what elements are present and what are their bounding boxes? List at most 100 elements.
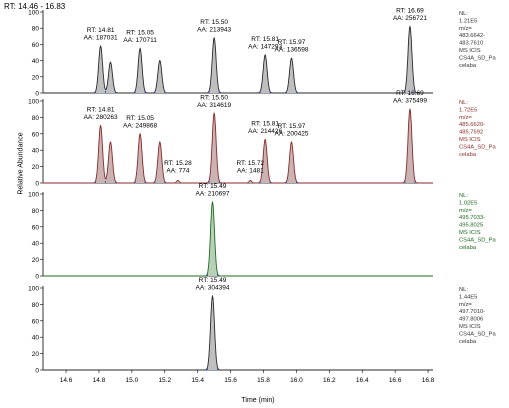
peak-annotation: AA: 256721 [393, 15, 427, 22]
x-tick-label: 15.6 [224, 377, 237, 384]
trace-info-text: MS ICIS [459, 230, 481, 236]
trace-info-text: MS ICIS [459, 137, 481, 143]
y-tick-label: 20 [32, 257, 40, 264]
y-tick-label: 40 [32, 58, 40, 65]
trace-info-text: celaba [459, 152, 477, 158]
peak-annotation: AA: 1481 [237, 168, 264, 175]
trace-info-text: 485.7592 [459, 130, 483, 136]
peak-annotation: RT: 15.81 [251, 36, 279, 43]
peak-annotation: RT: 16.69 [396, 8, 424, 15]
peak-fill-area [43, 202, 433, 276]
peak-annotation: AA: 375499 [393, 98, 427, 105]
peak-annotation: RT: 14.81 [87, 27, 115, 34]
trace-info-text: MS ICIS [459, 48, 481, 54]
peak-annotation: AA: 136598 [274, 47, 308, 54]
peak-annotation: AA: 280263 [84, 114, 118, 121]
trace-info-text: NL: [459, 287, 468, 293]
y-tick-label: 60 [32, 42, 40, 49]
trace-info-text: NL: [459, 11, 468, 17]
peak-annotation: RT: 15.05 [126, 29, 154, 36]
trace-info-text: CS4A_SD_Pa [459, 55, 497, 61]
y-tick-label: 20 [32, 351, 40, 358]
x-tick-label: 14.6 [60, 377, 73, 384]
y-tick-label: 100 [28, 10, 39, 17]
trace-info-text: 495.8025 [459, 223, 483, 229]
trace-info-text: 1.44E5 [459, 294, 477, 300]
trace-info-text: 483.6642- [459, 33, 485, 39]
peak-annotation: RT: 15.50 [200, 94, 228, 101]
peak-fill-area [43, 109, 433, 183]
x-tick-label: 16.6 [389, 377, 402, 384]
y-tick-label: 80 [32, 115, 40, 122]
trace-info-text: MS ICIS [459, 324, 481, 330]
peak-annotation: RT: 15.81 [251, 121, 279, 128]
x-tick-label: 15.0 [126, 377, 139, 384]
peak-annotation: AA: 214426 [248, 128, 282, 135]
peak-annotation: AA: 210697 [196, 191, 230, 198]
trace-info-text: m/z= [459, 208, 472, 214]
y-tick-label: 80 [32, 302, 40, 309]
peak-annotation: RT: 15.49 [199, 277, 227, 284]
x-tick-label: 15.4 [191, 377, 204, 384]
y-tick-label: 40 [32, 241, 40, 248]
peak-annotation: RT: 14.81 [87, 107, 115, 114]
y-tick-label: 100 [28, 286, 39, 293]
trace-info-text: 497.8006 [459, 317, 483, 323]
peak-annotation: RT: 15.49 [199, 183, 227, 190]
x-tick-label: 15.8 [257, 377, 270, 384]
peak-annotation: AA: 147293 [248, 43, 282, 50]
chromatogram-trace [43, 294, 433, 371]
trace-info-text: 495.7033- [459, 215, 485, 221]
trace-info-text: celaba [459, 245, 477, 251]
y-tick-label: 60 [32, 131, 40, 138]
y-tick-label: 60 [32, 224, 40, 231]
peak-annotation: AA: 314619 [197, 102, 231, 109]
peak-annotation: AA: 213943 [197, 26, 231, 33]
x-tick-label: 16.8 [422, 377, 435, 384]
trace-info-text: m/z= [459, 302, 472, 308]
trace-info-text: NL: [459, 100, 468, 106]
peak-annotation: RT: 15.05 [126, 115, 154, 122]
peak-annotation: AA: 304394 [196, 285, 230, 292]
trace-info-text: NL: [459, 193, 468, 199]
peak-annotation: RT: 15.50 [200, 19, 228, 26]
rt-range-label: RT: 14.46 - 16.83 [4, 2, 66, 11]
y-tick-label: 20 [32, 164, 40, 171]
x-tick-label: 16.2 [323, 377, 336, 384]
trace-info-text: 1.21E5 [459, 18, 477, 24]
x-axis-title: Time (min) [241, 397, 274, 404]
y-tick-label: 0 [35, 181, 39, 188]
y-tick-label: 100 [28, 99, 39, 106]
trace-info-text: 497.7010- [459, 309, 485, 315]
peak-annotation: AA: 170711 [123, 37, 157, 44]
y-tick-label: 100 [28, 192, 39, 199]
x-tick-label: 15.2 [158, 377, 171, 384]
y-tick-label: 60 [32, 318, 40, 325]
trace-info-text: 1.72E5 [459, 107, 477, 113]
chromatogram-trace [43, 200, 433, 277]
peak-annotation: RT: 15.97 [278, 123, 306, 130]
x-tick-label: 16.4 [356, 377, 369, 384]
trace-info-text: celaba [459, 339, 477, 345]
trace-info-text: 485.6620- [459, 122, 485, 128]
peak-annotation: AA: 187031 [84, 35, 118, 42]
y-tick-label: 80 [32, 208, 40, 215]
trace-info-text: CS4A_SD_Pa [459, 144, 497, 150]
y-tick-label: 40 [32, 335, 40, 342]
peak-fill-area [43, 26, 433, 94]
chromatogram-trace [43, 107, 433, 184]
y-tick-label: 0 [35, 368, 39, 375]
trace-info-text: 1.02E5 [459, 200, 477, 206]
peak-annotation: RT: 15.97 [278, 39, 306, 46]
y-tick-label: 40 [32, 148, 40, 155]
y-tick-label: 0 [35, 274, 39, 281]
peak-annotation: RT: 16.69 [396, 90, 424, 97]
y-tick-label: 80 [32, 26, 40, 33]
peak-annotation: RT: 15.72 [236, 160, 264, 167]
trace-info-text: CS4A_SD_Pa [459, 237, 497, 243]
x-tick-label: 16.0 [290, 377, 303, 384]
x-tick-label: 14.8 [93, 377, 106, 384]
peak-annotation: AA: 249868 [123, 122, 157, 129]
trace-info-text: CS4A_SD_Pa [459, 331, 497, 337]
